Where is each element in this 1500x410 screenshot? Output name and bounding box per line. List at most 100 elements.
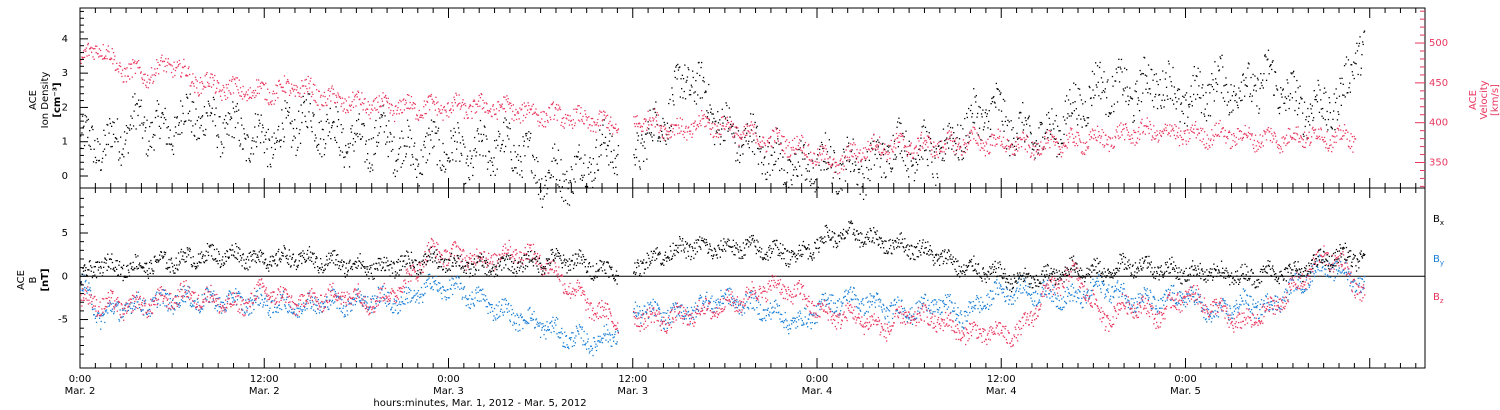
velocity-series-point bbox=[190, 85, 192, 87]
velocity-series-point bbox=[1132, 142, 1134, 144]
velocity-series-point bbox=[1251, 133, 1253, 135]
velocity-series-point bbox=[710, 133, 712, 135]
by-series-point bbox=[297, 307, 299, 310]
velocity-series-point bbox=[1101, 129, 1103, 131]
ion-density-series-point bbox=[1361, 54, 1363, 56]
by-series-point bbox=[410, 300, 413, 302]
velocity-series-point bbox=[470, 105, 472, 107]
ion-density-series-point bbox=[1336, 97, 1338, 99]
by-series-point bbox=[460, 287, 463, 289]
by-series-point bbox=[296, 307, 298, 309]
velocity-series-point bbox=[1263, 130, 1265, 132]
ion-density-series-point bbox=[589, 157, 591, 159]
ion-density-series-point bbox=[131, 117, 133, 119]
velocity-series-point bbox=[821, 153, 823, 155]
by-series-point bbox=[493, 307, 496, 310]
ion-density-series-point bbox=[1111, 105, 1113, 107]
ion-density-series-point bbox=[339, 150, 342, 152]
velocity-series-point bbox=[1091, 128, 1094, 130]
ion-density-series-point bbox=[742, 153, 744, 155]
by-series-point bbox=[497, 305, 499, 307]
velocity-series-point bbox=[503, 108, 505, 110]
ion-density-series-point bbox=[105, 143, 108, 146]
ion-density-series-point bbox=[1175, 96, 1177, 99]
velocity-series-point bbox=[755, 135, 758, 137]
ion-density-series-point bbox=[914, 172, 916, 174]
by-series-point bbox=[539, 321, 541, 324]
velocity-series-point bbox=[308, 87, 311, 89]
by-series-point bbox=[317, 299, 319, 301]
ion-density-series-point bbox=[156, 100, 158, 102]
ion-density-series-point bbox=[608, 164, 610, 166]
by-series-point bbox=[200, 308, 203, 310]
ion-density-series-point bbox=[370, 138, 373, 140]
velocity-series-point bbox=[747, 130, 749, 132]
by-series-point bbox=[414, 301, 417, 303]
velocity-series-point bbox=[239, 95, 241, 97]
ion-density-series-point bbox=[463, 183, 465, 185]
ion-density-series-point bbox=[1100, 98, 1102, 100]
velocity-series-point bbox=[1278, 144, 1281, 146]
ion-density-series-point bbox=[1273, 94, 1275, 96]
ion-density-series-point bbox=[229, 119, 231, 121]
velocity-series-point bbox=[754, 132, 756, 134]
ion-density-series-point bbox=[1015, 148, 1017, 150]
ion-density-series-point bbox=[896, 126, 898, 128]
by-series-point bbox=[149, 315, 151, 317]
ion-density-series-point bbox=[666, 122, 669, 124]
velocity-series-point bbox=[1026, 151, 1028, 153]
velocity-series-point bbox=[1314, 128, 1317, 131]
velocity-series-point bbox=[562, 125, 564, 128]
velocity-series-point bbox=[648, 124, 650, 126]
by-series-point bbox=[479, 290, 481, 292]
velocity-series-point bbox=[136, 62, 138, 64]
velocity-series-point bbox=[348, 96, 350, 98]
ion-density-series-point bbox=[948, 147, 950, 149]
by-series-point bbox=[86, 292, 88, 294]
ion-density-series-point bbox=[123, 156, 125, 158]
ion-density-series-point bbox=[243, 128, 245, 130]
ion-density-series-point bbox=[129, 124, 131, 126]
ion-density-series-point bbox=[258, 125, 260, 127]
ion-density-series-point bbox=[368, 139, 370, 141]
velocity-series-point bbox=[340, 105, 342, 108]
ion-density-series-point bbox=[915, 158, 917, 160]
by-series-point bbox=[203, 293, 206, 295]
velocity-series-point bbox=[162, 60, 164, 62]
velocity-series-point bbox=[889, 157, 891, 160]
ion-density-series-point bbox=[127, 126, 129, 129]
velocity-series-point bbox=[1219, 119, 1221, 122]
ion-density-series-point bbox=[238, 139, 240, 142]
by-series-point bbox=[510, 304, 512, 307]
velocity-series-point bbox=[1000, 140, 1003, 143]
ion-density-series-point bbox=[239, 143, 242, 145]
ion-density-series-point bbox=[1189, 103, 1191, 105]
ion-density-series-point bbox=[349, 142, 351, 145]
velocity-series-point bbox=[908, 151, 910, 154]
velocity-series-point bbox=[92, 48, 95, 50]
velocity-series-point bbox=[612, 133, 614, 135]
ion-density-series-point bbox=[1140, 73, 1142, 76]
velocity-series-point bbox=[271, 100, 273, 102]
velocity-series-point bbox=[733, 136, 735, 139]
ion-density-series-point bbox=[994, 102, 996, 104]
ion-density-series-point bbox=[213, 98, 215, 101]
velocity-series-point bbox=[233, 78, 235, 80]
by-series-point bbox=[472, 302, 474, 305]
velocity-series-point bbox=[732, 136, 734, 138]
ion-density-series-point bbox=[274, 148, 276, 150]
velocity-series-point bbox=[1323, 136, 1326, 139]
velocity-series-point bbox=[387, 97, 389, 99]
ion-density-series-point bbox=[1216, 90, 1218, 93]
ion-density-series-point bbox=[510, 151, 512, 153]
velocity-series-point bbox=[438, 111, 440, 113]
velocity-series-point bbox=[872, 148, 874, 150]
ion-density-series-point bbox=[1067, 113, 1069, 115]
velocity-series-point bbox=[746, 125, 749, 127]
velocity-series-point bbox=[1027, 136, 1029, 138]
ion-density-series-point bbox=[371, 164, 373, 166]
ion-density-series-point bbox=[881, 143, 883, 145]
ion-density-series-point bbox=[1128, 100, 1130, 102]
velocity-series-point bbox=[650, 120, 652, 122]
by-series-point bbox=[426, 279, 428, 281]
